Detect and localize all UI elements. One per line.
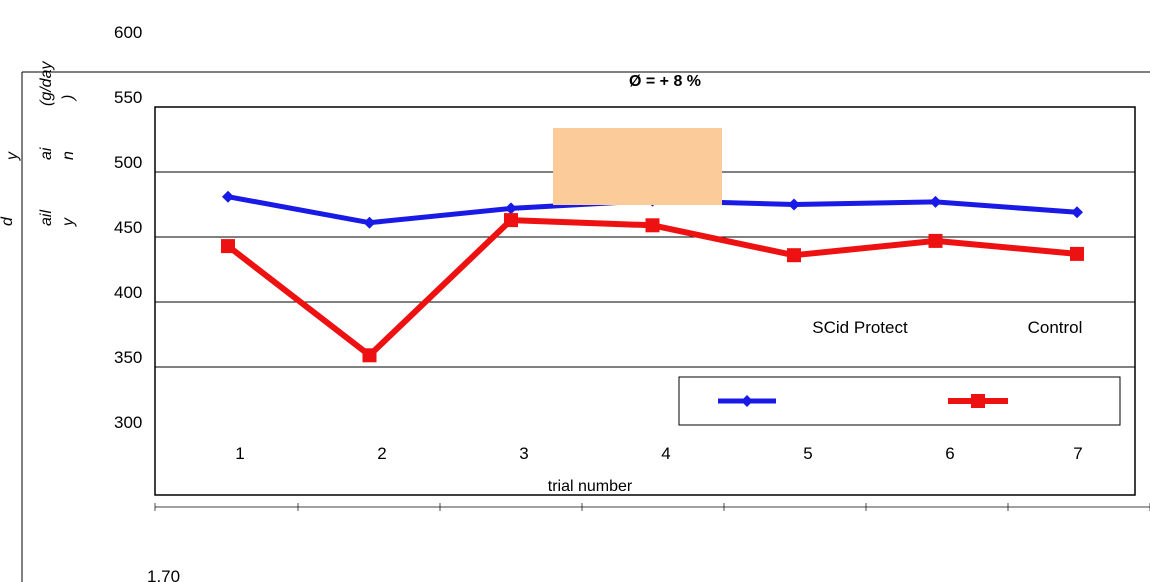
y-tick-label: 500 — [114, 153, 142, 172]
legend-swatch-marker — [971, 394, 985, 408]
ylabel-fragment: y — [60, 217, 77, 227]
data-point — [787, 248, 801, 263]
data-point — [928, 233, 943, 248]
x-tick-label: 2 — [377, 444, 386, 463]
stray-value-text: 1.70 — [147, 567, 180, 582]
data-point — [1071, 206, 1083, 219]
data-point — [221, 239, 235, 254]
y-tick-labels: 300 350 400 450 500 550 600 — [114, 23, 142, 432]
y-tick-label: 350 — [114, 348, 142, 367]
legend-swatch-control — [948, 394, 1008, 408]
ylabel-fragment: ai — [38, 147, 55, 160]
ylabel-fragment: (g/day — [38, 61, 55, 106]
x-tick-label: 4 — [661, 444, 670, 463]
series-control — [221, 213, 1084, 363]
series-layer — [221, 190, 1084, 363]
y-axis-label-fragments: (g/day ) y ai n ail y d — [0, 61, 77, 227]
ylabel-fragment: y — [4, 151, 21, 161]
data-point — [362, 348, 377, 363]
x-tick-label: 5 — [803, 444, 812, 463]
ylabel-fragment: ail — [38, 210, 55, 226]
ylabel-fragment: ) — [60, 95, 77, 102]
data-point — [645, 218, 660, 233]
x-tick-label: 6 — [945, 444, 954, 463]
legend-label-control: Control — [1028, 318, 1083, 337]
y-tick-label: 300 — [114, 413, 142, 432]
data-point — [505, 202, 517, 215]
x-tick-label: 1 — [235, 444, 244, 463]
series-line — [226, 217, 1078, 359]
legend-swatch-scid-protect — [718, 395, 776, 407]
data-point — [363, 216, 376, 229]
plot-frame — [154, 106, 1136, 496]
x-tick-labels: 1 2 3 4 5 6 7 — [235, 444, 1082, 463]
x-tick-label: 7 — [1073, 444, 1082, 463]
data-point — [929, 195, 942, 208]
y-tick-label: 400 — [114, 283, 142, 302]
data-point — [1070, 246, 1084, 261]
data-point — [788, 198, 800, 211]
annotation-text: Ø = + 8 % — [629, 73, 701, 90]
y-tick-label: 600 — [114, 23, 142, 42]
ylabel-fragment: d — [0, 216, 16, 226]
legend-swatch-marker — [741, 395, 753, 407]
data-point — [222, 190, 234, 203]
y-tick-label: 450 — [114, 218, 142, 237]
x-tick-label: 3 — [519, 444, 528, 463]
lower-ticks — [154, 503, 1150, 511]
x-axis-label: trial number — [548, 478, 633, 495]
data-point — [504, 213, 518, 228]
y-tick-label: 550 — [114, 88, 142, 107]
ylabel-fragment: n — [60, 151, 77, 160]
highlight-box — [553, 128, 722, 205]
legend-label-scid-protect: SCid Protect — [812, 318, 908, 337]
legend-swatches — [718, 394, 1008, 408]
